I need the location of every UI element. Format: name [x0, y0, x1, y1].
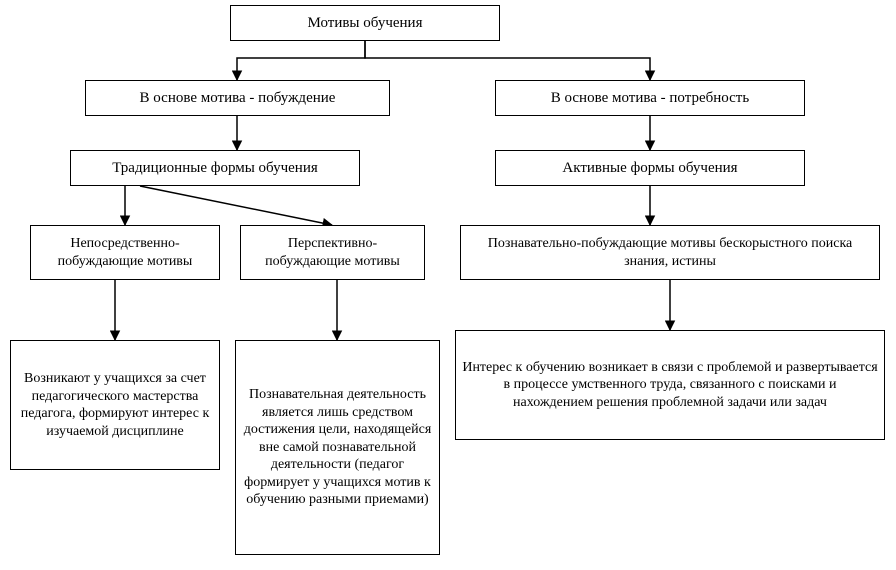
node-leftD2: Познавательная деятельность является лиш…	[235, 340, 440, 555]
node-rightC: Познавательно-побуждающие мотивы бескоры…	[460, 225, 880, 280]
node-label: Активные формы обучения	[562, 159, 737, 178]
node-leftA: В основе мотива - побуждение	[85, 80, 390, 116]
node-label: Возникают у учащихся за счет педагогичес…	[17, 370, 213, 440]
node-leftC1: Непосредственно-побуждающие мотивы	[30, 225, 220, 280]
edge	[140, 186, 332, 225]
node-rightD: Интерес к обучению возникает в связи с п…	[455, 330, 885, 440]
node-rightA: В основе мотива - потребность	[495, 80, 805, 116]
node-label: Традиционные формы обучения	[112, 159, 318, 178]
node-label: В основе мотива - потребность	[551, 89, 749, 108]
edge	[237, 41, 365, 80]
node-rightB: Активные формы обучения	[495, 150, 805, 186]
node-label: В основе мотива - побуждение	[140, 89, 336, 108]
node-root: Мотивы обучения	[230, 5, 500, 41]
node-label: Интерес к обучению возникает в связи с п…	[462, 359, 878, 412]
node-leftD1: Возникают у учащихся за счет педагогичес…	[10, 340, 220, 470]
node-leftC2: Перспективно-побуждающие мотивы	[240, 225, 425, 280]
node-label: Непосредственно-побуждающие мотивы	[37, 235, 213, 270]
node-label: Мотивы обучения	[308, 14, 423, 33]
node-label: Перспективно-побуждающие мотивы	[247, 235, 418, 270]
node-label: Познавательно-побуждающие мотивы бескоры…	[467, 235, 873, 270]
node-label: Познавательная деятельность является лиш…	[242, 386, 433, 509]
edge	[365, 41, 650, 80]
node-leftB: Традиционные формы обучения	[70, 150, 360, 186]
